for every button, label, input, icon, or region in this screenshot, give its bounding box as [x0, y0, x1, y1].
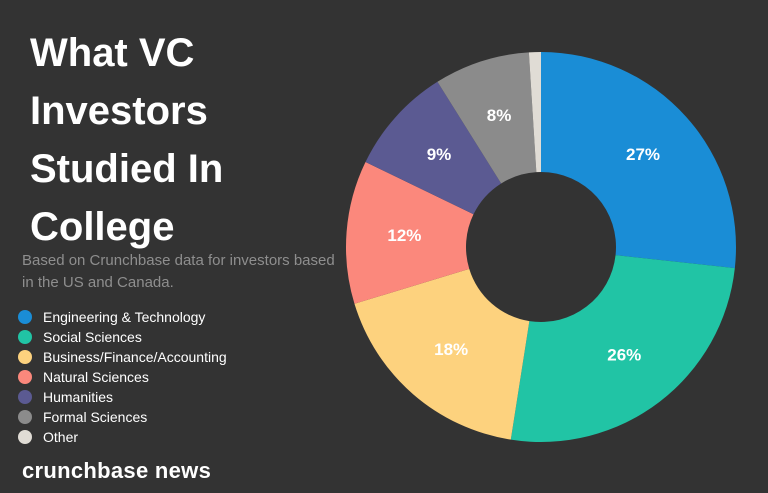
legend-marker — [18, 330, 32, 344]
data-label: 8% — [487, 106, 512, 125]
legend-marker — [18, 370, 32, 384]
legend-label: Engineering & Technology — [43, 309, 206, 325]
brand-logo: crunchbase news — [22, 458, 212, 483]
legend-marker — [18, 310, 32, 324]
legend-item: Other — [18, 427, 227, 447]
donut-slice — [365, 81, 502, 215]
legend-item: Formal Sciences — [18, 407, 227, 427]
legend-item: Business/Finance/Accounting — [18, 347, 227, 367]
legend-item: Social Sciences — [18, 327, 227, 347]
legend-label: Natural Sciences — [43, 369, 149, 385]
legend-label: Humanities — [43, 389, 114, 405]
data-label: 27% — [626, 145, 660, 164]
donut-slice — [528, 52, 541, 173]
legend-label: Formal Sciences — [43, 409, 148, 425]
legend-item: Natural Sciences — [18, 367, 227, 387]
legend-item: Engineering & Technology — [18, 307, 227, 327]
data-label: 12% — [387, 226, 421, 245]
legend-marker — [18, 430, 32, 444]
donut-slice — [437, 52, 537, 184]
data-label: 18% — [434, 340, 468, 359]
donut-slice — [345, 162, 474, 304]
chart-subtitle: Based on Crunchbase data for investors b… — [22, 252, 335, 291]
donut-slice — [354, 268, 530, 440]
legend: Engineering & Technology Social Sciences B… — [18, 307, 227, 447]
legend-marker — [18, 390, 32, 404]
legend-marker — [18, 410, 32, 424]
data-label: 9% — [427, 145, 452, 164]
legend-label: Social Sciences — [43, 329, 142, 345]
legend-label: Business/Finance/Accounting — [43, 349, 227, 365]
donut-slice — [510, 255, 735, 442]
donut-slice — [541, 52, 736, 269]
chart-title: What VC Investors Studied In College — [30, 31, 224, 249]
legend-marker — [18, 350, 32, 364]
data-label: 26% — [607, 345, 641, 364]
legend-item: Humanities — [18, 387, 227, 407]
legend-label: Other — [43, 429, 79, 445]
